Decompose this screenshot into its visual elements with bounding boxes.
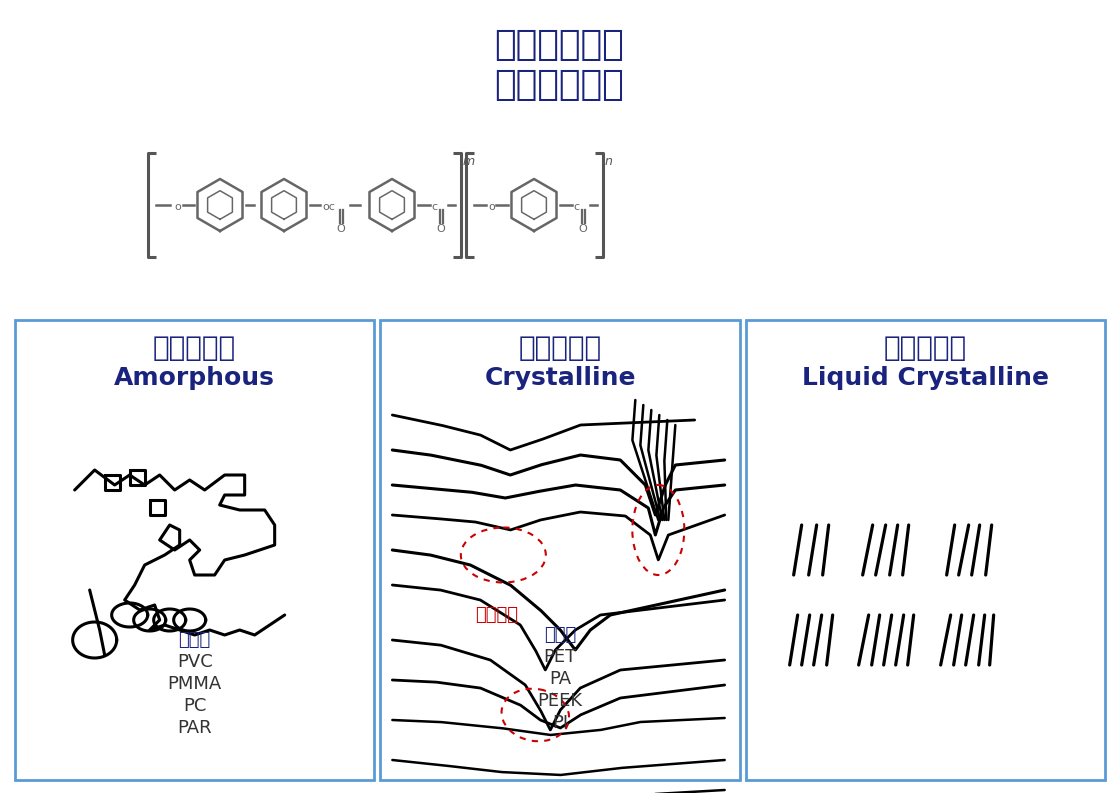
Text: 「例」: 「例」 [544,626,576,644]
Bar [745,320,1104,780]
Text: O: O [336,224,345,234]
Text: PI: PI [552,714,568,732]
Text: PEEK: PEEK [537,692,583,710]
Text: c: c [573,202,580,212]
Text: n: n [605,155,613,168]
Text: 非晶性塑料: 非晶性塑料 [153,334,236,362]
Text: 「例」: 「例」 [179,631,210,649]
Text: O: O [579,224,586,234]
Text: PET: PET [544,648,576,666]
Text: PAR: PAR [177,719,211,737]
Text: O: O [436,224,444,234]
Text: 結晶性塑料: 結晶性塑料 [518,334,602,362]
Text: PA: PA [549,670,571,688]
Text: 結晶組織: 結晶組織 [476,606,518,624]
Text: Amorphous: Amorphous [114,366,275,390]
Text: oc: oc [322,202,335,212]
Text: m: m [463,155,476,168]
Text: o: o [488,202,495,212]
Text: Crystalline: Crystalline [485,366,636,390]
Text: PC: PC [184,697,206,715]
Text: 液晶聚合物: 液晶聚合物 [884,334,967,362]
Text: 超级工程塑料: 超级工程塑料 [495,28,624,62]
Text: Liquid Crystalline: Liquid Crystalline [802,366,1049,390]
Bar [15,320,375,780]
Text: c: c [431,202,438,212]
Text: PMMA: PMMA [168,675,222,693]
Text: 液晶膜構造式: 液晶膜構造式 [495,68,624,102]
Text: o: o [173,202,181,212]
Text: PVC: PVC [177,653,213,671]
Bar [380,320,740,780]
